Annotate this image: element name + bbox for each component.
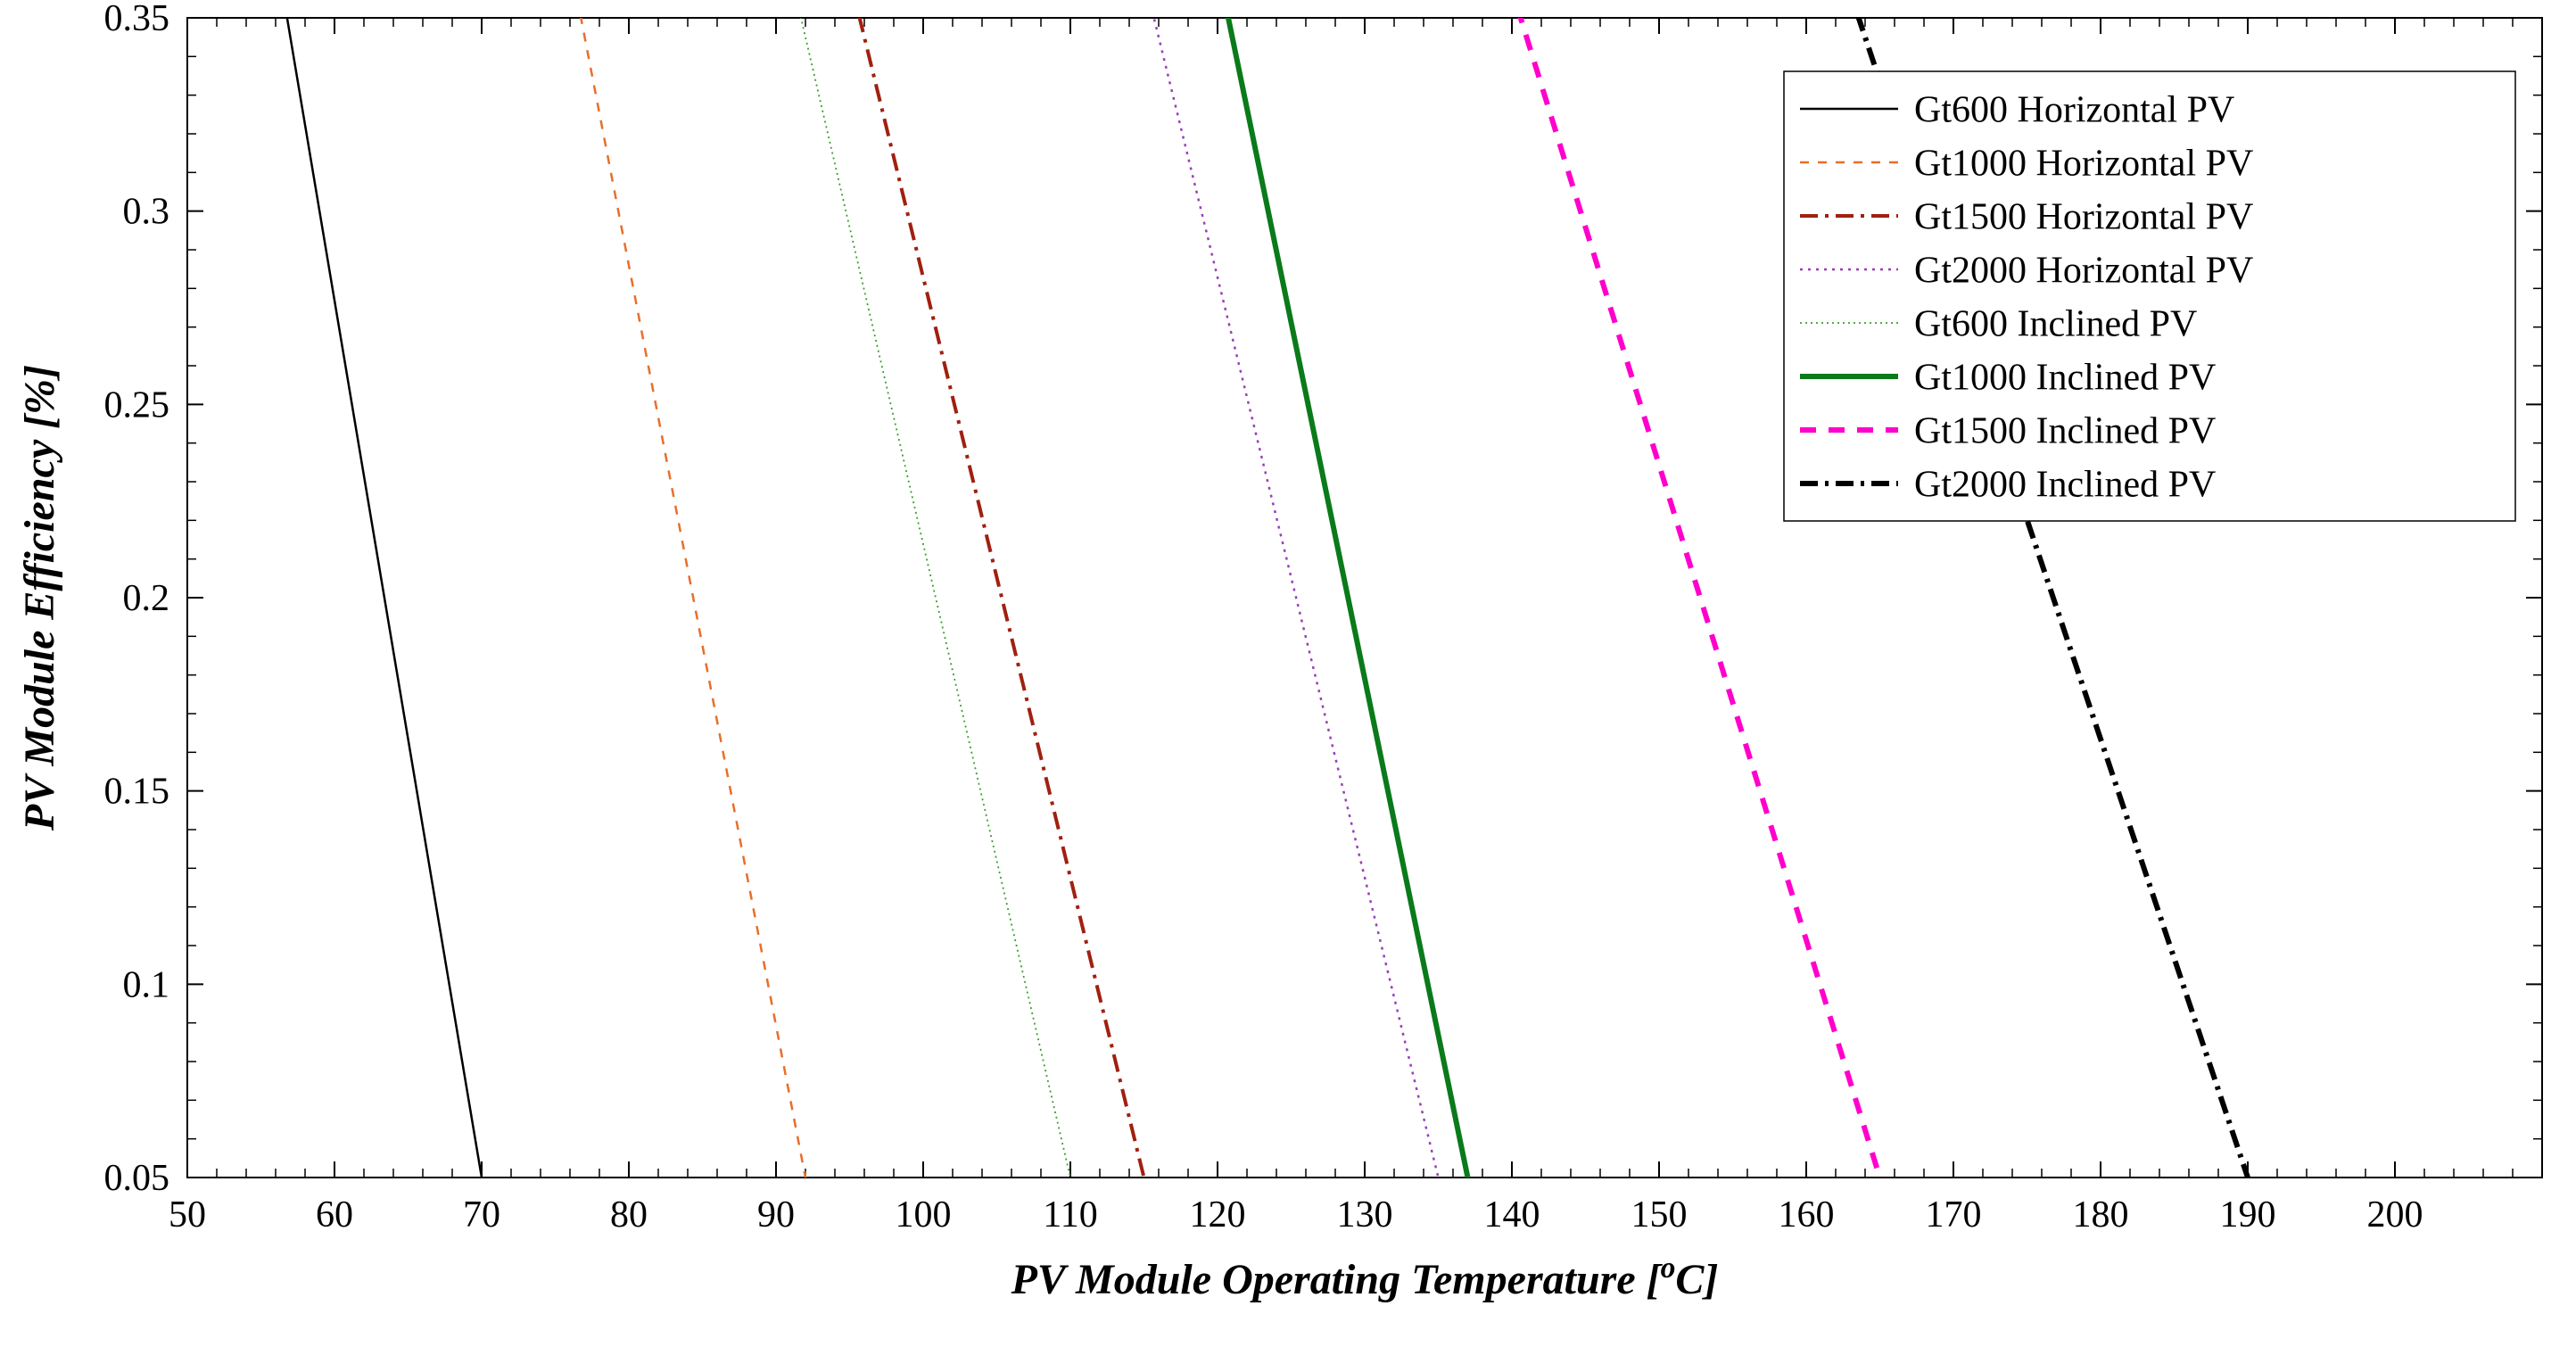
- series-line-5: [1220, 0, 1479, 1235]
- legend-label-3: Gt2000 Horizontal PV: [1914, 251, 2253, 292]
- x-tick-label: 160: [1779, 1194, 1835, 1235]
- series-line-4: [792, 0, 1084, 1235]
- x-tick-label: 90: [757, 1194, 795, 1235]
- x-tick-label: 200: [2367, 1194, 2423, 1235]
- x-tick-label: 130: [1337, 1194, 1393, 1235]
- y-tick-label: 0.2: [123, 578, 170, 619]
- x-tick-label: 60: [316, 1194, 353, 1235]
- x-axis-label: PV Module Operating Temperature [oC]: [1011, 1252, 1719, 1304]
- series-line-2: [850, 0, 1158, 1235]
- y-tick-label: 0.3: [123, 192, 170, 233]
- x-tick-label: 110: [1043, 1194, 1097, 1235]
- legend: Gt600 Horizontal PV Gt1000 Horizontal PV G…: [1784, 71, 2515, 521]
- x-tick-label: 70: [463, 1194, 500, 1235]
- legend-label-2: Gt1500 Horizontal PV: [1914, 197, 2253, 238]
- x-tick-label: 50: [169, 1194, 206, 1235]
- y-tick-label: 0.1: [123, 964, 170, 1005]
- x-tick-label: 150: [1631, 1194, 1688, 1235]
- legend-box: [1784, 71, 2515, 521]
- legend-label-5: Gt1000 Inclined PV: [1914, 358, 2216, 399]
- y-tick-label: 0.35: [104, 0, 170, 39]
- chart-svg: 50 60 70 80 90 100 110 120 130 140 150 160 170 180 190…: [0, 0, 2576, 1347]
- series-line-0: [281, 0, 491, 1235]
- legend-label-7: Gt2000 Inclined PV: [1914, 465, 2216, 506]
- x-tick-label: 190: [2220, 1194, 2276, 1235]
- chart-container: 50 60 70 80 90 100 110 120 130 140 150 160 170 180 190…: [0, 0, 2576, 1347]
- x-tick-label: 120: [1190, 1194, 1246, 1235]
- legend-label-0: Gt600 Horizontal PV: [1914, 90, 2234, 131]
- series-line-3: [1144, 0, 1452, 1235]
- y-tick-label: 0.25: [104, 384, 170, 426]
- legend-label-6: Gt1500 Inclined PV: [1914, 411, 2216, 452]
- x-tick-label: 100: [896, 1194, 952, 1235]
- x-tick-label: 170: [1926, 1194, 1982, 1235]
- y-tick-label: 0.15: [104, 772, 170, 813]
- x-tick-label: 140: [1484, 1194, 1540, 1235]
- legend-label-1: Gt1000 Horizontal PV: [1914, 144, 2253, 185]
- legend-label-4: Gt600 Inclined PV: [1914, 304, 2197, 345]
- x-tick-label: 180: [2073, 1194, 2129, 1235]
- series-line-1: [574, 0, 816, 1235]
- x-tick-label: 80: [610, 1194, 648, 1235]
- y-axis-label: PV Module Efficiency [%]: [16, 365, 63, 831]
- y-tick-label: 0.05: [104, 1158, 170, 1199]
